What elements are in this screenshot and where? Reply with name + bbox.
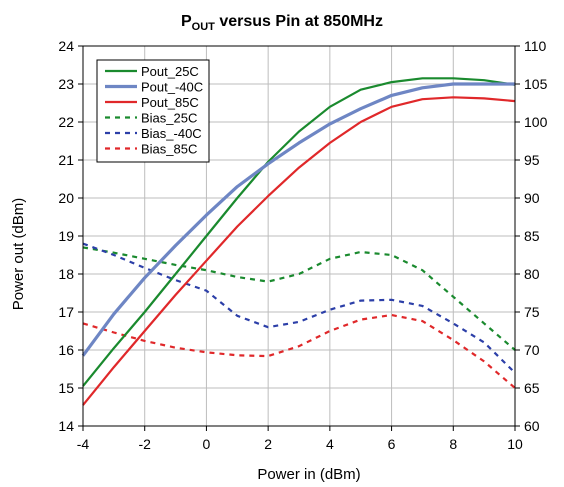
- series-line-bias-25c: [83, 247, 515, 350]
- y-tick-label: 14: [58, 418, 74, 434]
- y2-tick-label: 110: [524, 38, 547, 54]
- y-tick-label: 17: [58, 304, 74, 320]
- y-tick-label: 16: [58, 342, 74, 358]
- legend-label: Bias_85C: [141, 142, 197, 157]
- legend: Pout_25CPout_-40CPout_85CBias_25CBias_-4…: [97, 60, 209, 162]
- y-tick-label: 22: [58, 114, 74, 130]
- legend-label: Pout_25C: [141, 64, 199, 79]
- x-tick-label: -2: [138, 436, 151, 452]
- x-axis: -4 -2 0 2 4 6 8 10: [77, 426, 523, 452]
- y2-tick-label: 90: [524, 190, 540, 206]
- y2-tick-label: 60: [524, 418, 540, 434]
- legend-label: Bias_-40C: [141, 126, 202, 141]
- x-tick-label: 8: [449, 436, 457, 452]
- x-tick-label: 0: [203, 436, 211, 452]
- chart-title: POUT versus Pin at 850MHz: [181, 13, 383, 33]
- y2-tick-label: 105: [524, 76, 548, 92]
- y-tick-label: 18: [58, 266, 74, 282]
- x-tick-label: 10: [507, 436, 523, 452]
- y-axis-right: 60 65 70 75 80 85 90 95 100 105 110: [515, 38, 548, 434]
- chart-title-main: P: [181, 13, 192, 30]
- x-tick-label: 4: [326, 436, 334, 452]
- y2-tick-label: 85: [524, 228, 540, 244]
- y2-tick-label: 75: [524, 304, 540, 320]
- y-tick-label: 24: [58, 38, 74, 54]
- x-tick-label: 2: [264, 436, 272, 452]
- x-axis-label: Power in (dBm): [257, 466, 360, 483]
- x-tick-label: -4: [77, 436, 90, 452]
- legend-label: Pout_85C: [141, 95, 199, 110]
- y-tick-label: 15: [58, 380, 74, 396]
- y-axis-label: Power out (dBm): [10, 198, 27, 311]
- chart-title-rest: versus Pin at 850MHz: [215, 13, 383, 30]
- y-axis-left: 14 15 16 17 18 19 20 21 22 23 24: [58, 38, 83, 434]
- legend-label: Bias_25C: [141, 111, 197, 126]
- chart-title-subscript: OUT: [192, 21, 216, 33]
- y-tick-label: 21: [58, 152, 74, 168]
- x-tick-label: 6: [388, 436, 396, 452]
- y-tick-label: 20: [58, 190, 74, 206]
- y2-tick-label: 65: [524, 380, 540, 396]
- y2-tick-label: 100: [524, 114, 548, 130]
- y2-tick-label: 95: [524, 152, 540, 168]
- legend-label: Pout_-40C: [141, 80, 203, 95]
- y2-tick-label: 70: [524, 342, 540, 358]
- y-tick-label: 19: [58, 228, 74, 244]
- y-tick-label: 23: [58, 76, 74, 92]
- y2-tick-label: 80: [524, 266, 540, 282]
